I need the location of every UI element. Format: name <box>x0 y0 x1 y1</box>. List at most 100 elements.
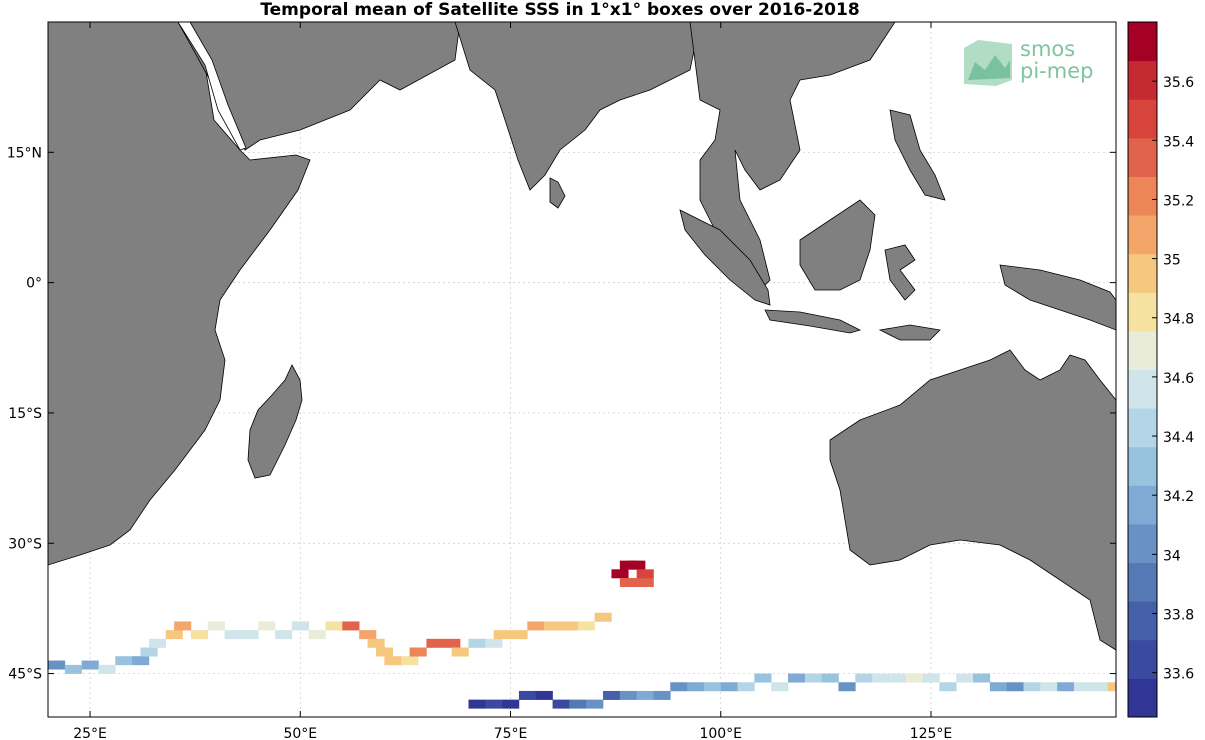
sss-cell <box>636 560 646 570</box>
sss-cell <box>804 673 814 683</box>
sss-cell <box>350 621 360 631</box>
colorbar-tick-label: 34.4 <box>1163 430 1194 446</box>
sss-cell <box>560 699 570 709</box>
colorbar-segment <box>1128 215 1157 255</box>
sss-cell <box>695 682 705 692</box>
sss-cell <box>981 673 991 683</box>
sss-cell <box>98 664 108 674</box>
sss-cell <box>619 690 629 700</box>
sss-cell <box>73 664 82 674</box>
sss-cell <box>510 699 520 709</box>
colorbar-segment <box>1128 369 1157 409</box>
sss-cell <box>830 673 839 683</box>
sss-cell <box>989 682 999 692</box>
colorbar-segment <box>1128 562 1157 602</box>
sss-cell <box>586 699 595 709</box>
land-sumatra <box>679 209 771 306</box>
sss-cell <box>418 647 427 657</box>
sss-cell <box>611 569 621 579</box>
sss-cell <box>779 682 789 692</box>
sss-cell <box>392 656 402 666</box>
sss-cell <box>518 690 528 700</box>
sss-cell <box>754 673 764 683</box>
colorbar-segment <box>1128 523 1157 564</box>
sss-cell <box>956 673 965 683</box>
lat-tick-label: 45°S <box>8 667 42 683</box>
sss-cell <box>1015 682 1024 692</box>
sss-cell <box>207 621 217 631</box>
sss-cell <box>628 560 637 570</box>
sss-cell <box>813 673 822 683</box>
sss-cell <box>796 673 806 683</box>
sss-cell <box>451 638 461 648</box>
sss-cell <box>636 569 646 579</box>
sss-cell <box>872 673 881 683</box>
sss-cell <box>90 660 99 670</box>
sss-cell <box>275 630 284 640</box>
sss-cell <box>359 630 368 640</box>
colorbar-segment <box>1128 601 1157 641</box>
land-africa <box>48 22 311 566</box>
colorbar-tick-label: 34.2 <box>1163 489 1194 505</box>
lat-tick-label: 30°S <box>8 536 42 552</box>
sss-cell <box>157 638 167 648</box>
sss-cell <box>636 690 646 700</box>
land-sulawesi <box>884 244 916 301</box>
sss-cell <box>1048 682 1058 692</box>
sss-cell <box>762 673 772 683</box>
sss-cell <box>544 690 553 700</box>
colorbar-segment <box>1128 22 1157 62</box>
sss-cell <box>603 612 612 622</box>
sss-cell <box>838 682 848 692</box>
sss-cell <box>653 690 663 700</box>
colorbar-tick-label: 35.2 <box>1163 193 1194 209</box>
lon-tick-label: 125°E <box>910 726 953 740</box>
land-timor <box>878 324 941 341</box>
sss-cell <box>922 673 932 683</box>
sss-cell <box>577 621 587 631</box>
sss-cell <box>132 656 141 666</box>
sss-cell <box>266 621 276 631</box>
sss-cell <box>670 682 680 692</box>
sss-cell <box>569 621 579 631</box>
sss-cell <box>863 673 873 683</box>
map-frame <box>47 21 1117 718</box>
land-philippines <box>889 109 946 201</box>
sss-cell <box>745 682 755 692</box>
sss-cell <box>342 621 352 631</box>
sss-cell <box>115 656 124 666</box>
sss-cell <box>182 621 192 631</box>
colorbar-segment <box>1128 408 1157 448</box>
sss-cell <box>712 682 722 692</box>
sss-cell <box>855 673 865 683</box>
sss-cell <box>64 664 74 674</box>
sss-cell <box>300 621 309 631</box>
sss-cell <box>165 630 175 640</box>
colorbar-segment <box>1128 99 1157 139</box>
sss-cell <box>594 699 604 709</box>
land-borneo <box>799 199 876 291</box>
sss-cell <box>1065 682 1075 692</box>
sss-cell <box>636 578 646 587</box>
sss-cell <box>434 638 444 648</box>
sss-cell <box>1023 682 1033 692</box>
sss-cell <box>947 682 957 692</box>
sss-cell <box>888 673 898 683</box>
sss-cell <box>1073 682 1083 692</box>
sss-cell <box>645 690 654 700</box>
sss-cell <box>619 569 629 579</box>
sss-cell <box>216 621 225 631</box>
sss-cell <box>1057 682 1066 692</box>
sss-cell <box>401 656 410 666</box>
lon-tick-label: 25°E <box>73 726 107 740</box>
colorbar-segment <box>1128 253 1157 293</box>
sss-cell <box>594 612 604 622</box>
sss-cell <box>577 699 587 709</box>
colorbar-tick-label: 34.8 <box>1163 312 1194 328</box>
sss-cell <box>939 682 949 692</box>
sss-cell <box>1107 682 1116 692</box>
sss-cell <box>905 673 915 683</box>
colorbar-segment <box>1128 485 1157 525</box>
sss-cell <box>485 638 495 648</box>
sss-cell <box>897 673 907 683</box>
